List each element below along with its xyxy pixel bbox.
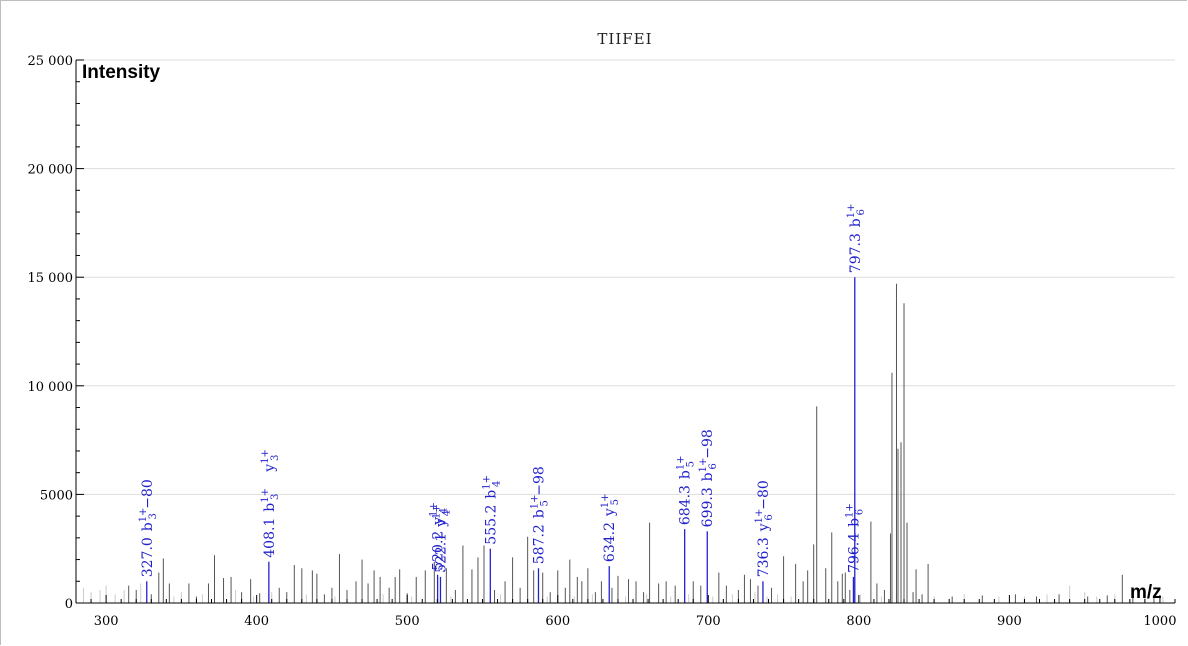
peak-ion-label: b1+6 xyxy=(846,203,867,227)
peak-ion-label: b1+5 −98 xyxy=(529,466,550,518)
peak-ion-label: b1+6 xyxy=(844,503,865,527)
peak-mz-label: 634.2 xyxy=(602,522,618,562)
x-tick-label: 500 xyxy=(395,614,420,629)
peak-mz-label: 587.2 xyxy=(531,524,547,564)
peak-ion-label: b1+6 −98 xyxy=(698,429,719,481)
peak-ion-label: y1+4 xyxy=(429,502,450,526)
peak-ion-label: b1+3 −80 xyxy=(138,479,159,531)
peak-mz-label: 797.3 xyxy=(848,233,864,273)
peak-mz-label: 684.3 xyxy=(678,485,694,525)
peak-mz-label: 408.1 xyxy=(262,518,278,558)
matched-peaks xyxy=(146,277,856,603)
peak-labels: 327.0 b1+3 −80 408.1 b1+3 y1+3 520.2 y1+4 522.1… xyxy=(138,203,867,577)
x-tick-label: 700 xyxy=(696,614,721,629)
peak-ion-label: y1+6 −80 xyxy=(754,480,775,532)
y-tick-label: 0 xyxy=(65,597,73,612)
peak-mz-label: 520.2 xyxy=(431,531,447,571)
axis-ticks: 0 5000 10 000 15 000 20 000 25 000 300 400 500 60… xyxy=(28,54,1177,629)
peak-ion-label-2: y1+3 xyxy=(260,449,281,473)
peak-ion-label: y1+5 xyxy=(600,493,621,517)
peak-mz-label: 796.4 xyxy=(846,533,862,573)
peak-mz-label: 736.3 xyxy=(756,537,772,577)
peak-ion-label: b1+3 xyxy=(260,488,281,512)
peak-mz-label: 699.3 xyxy=(700,487,716,527)
x-axis-label: m/z xyxy=(1130,582,1162,603)
peak-mz-label: 327.0 xyxy=(140,537,156,577)
peak-mz-label: 555.2 xyxy=(483,505,499,545)
y-tick-label: 15 000 xyxy=(28,271,74,286)
x-tick-label: 300 xyxy=(94,614,119,629)
peak-ion-label: b1+5 xyxy=(676,455,697,479)
chart-title: TIIFEI xyxy=(597,30,652,48)
y-tick-label: 20 000 xyxy=(28,163,74,178)
y-tick-label: 25 000 xyxy=(28,54,74,69)
x-tick-label: 600 xyxy=(545,614,570,629)
grid-lines xyxy=(76,59,1175,495)
x-tick-label: 900 xyxy=(997,614,1022,629)
x-tick-label: 800 xyxy=(846,614,871,629)
y-tick-label: 5000 xyxy=(40,488,73,503)
y-axis-label: Intensity xyxy=(82,62,161,83)
peak-ion-label: b1+4 xyxy=(481,475,502,499)
noise-peaks xyxy=(83,583,1164,603)
y-tick-label: 10 000 xyxy=(28,380,74,395)
axes xyxy=(75,60,1175,604)
x-tick-label: 1000 xyxy=(1143,614,1176,629)
unmatched-peaks xyxy=(128,283,1155,603)
peak-ion-label: y1+4 xyxy=(431,504,452,528)
x-tick-label: 400 xyxy=(244,614,269,629)
peak-mz-label: 522.1 xyxy=(433,533,449,573)
